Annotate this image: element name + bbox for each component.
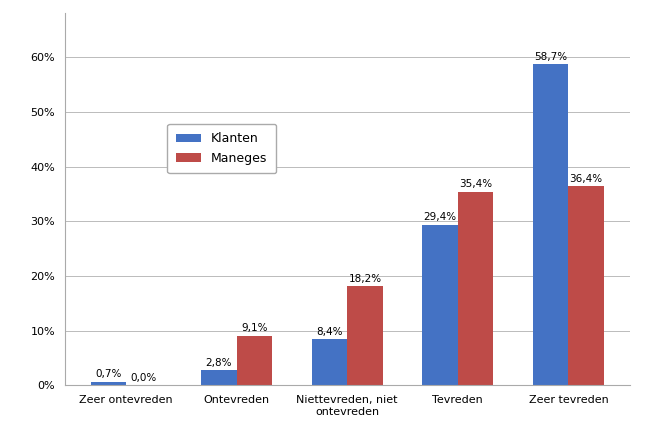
Bar	[312, 339, 347, 385]
Text: 58,7%: 58,7%	[534, 52, 567, 62]
Text: 2,8%: 2,8%	[206, 358, 232, 368]
Legend: Klanten, Maneges: Klanten, Maneges	[167, 124, 276, 174]
Bar	[569, 186, 604, 385]
Text: 35,4%: 35,4%	[459, 179, 492, 190]
Bar	[533, 64, 569, 385]
Text: 36,4%: 36,4%	[570, 174, 603, 184]
Text: 18,2%: 18,2%	[349, 274, 382, 284]
Bar	[422, 225, 458, 385]
Bar	[91, 381, 126, 385]
Bar	[347, 286, 383, 385]
Text: 9,1%: 9,1%	[241, 323, 267, 334]
Bar	[458, 192, 493, 385]
Text: 0,0%: 0,0%	[130, 373, 157, 383]
Text: 0,7%: 0,7%	[95, 369, 121, 379]
Bar	[201, 370, 237, 385]
Text: 29,4%: 29,4%	[424, 212, 457, 222]
Bar	[237, 336, 272, 385]
Text: 8,4%: 8,4%	[316, 327, 343, 337]
